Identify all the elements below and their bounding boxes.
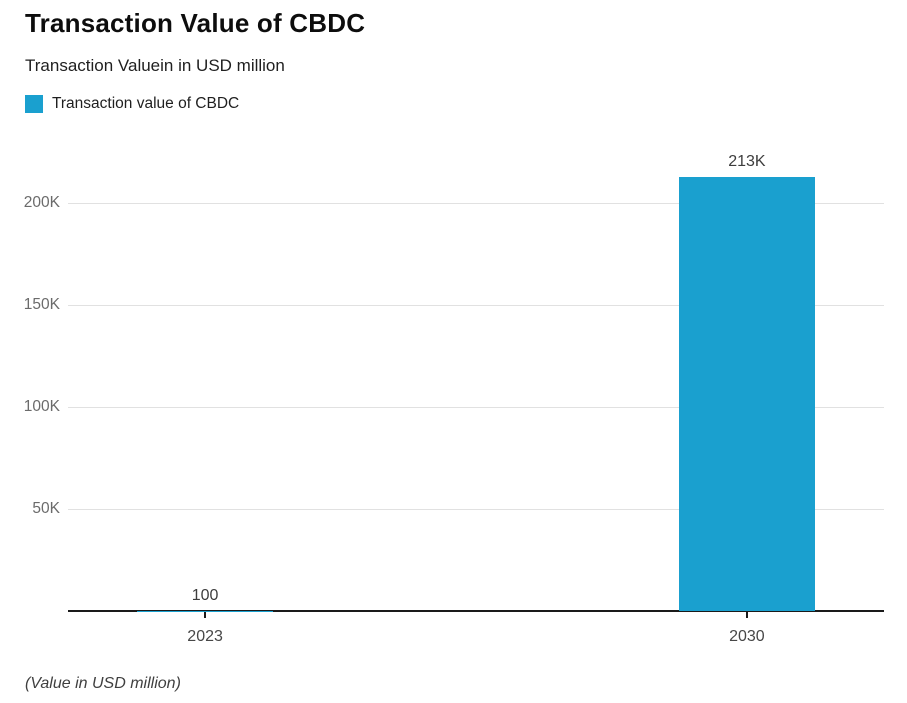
y-axis-label-150K: 150K bbox=[23, 296, 60, 314]
chart-subtitle: Transaction Valuein in USD million bbox=[25, 56, 285, 75]
footer-note: (Value in USD million) bbox=[25, 675, 181, 692]
x-axis-label-2030: 2030 bbox=[729, 628, 765, 645]
bar-value-label-2023: 100 bbox=[191, 586, 219, 604]
gridline-50K bbox=[68, 509, 884, 511]
x-axis-label-2023: 2023 bbox=[187, 628, 223, 645]
y-axis-label-200K: 200K bbox=[23, 194, 60, 212]
gridline-150K bbox=[68, 305, 884, 307]
plot-area: 50K 100K 150K 200K 100 2023 213K 2030 bbox=[24, 140, 884, 645]
legend-swatch-icon bbox=[25, 95, 43, 113]
bar-2030 bbox=[679, 176, 815, 611]
gridline-100K bbox=[68, 407, 884, 409]
chart-title: Transaction Value of CBDC bbox=[25, 8, 366, 38]
legend-label: Transaction value of CBDC bbox=[52, 95, 240, 112]
y-axis-label-50K: 50K bbox=[32, 500, 60, 518]
legend: Transaction value of CBDC bbox=[25, 95, 239, 113]
x-axis-tick-2023 bbox=[204, 612, 207, 618]
bar-value-label-2030: 213K bbox=[728, 152, 766, 170]
gridline-200K bbox=[68, 203, 884, 205]
y-axis-label-100K: 100K bbox=[23, 398, 60, 416]
x-axis-line bbox=[68, 610, 884, 612]
x-axis-tick-2030 bbox=[745, 612, 748, 618]
